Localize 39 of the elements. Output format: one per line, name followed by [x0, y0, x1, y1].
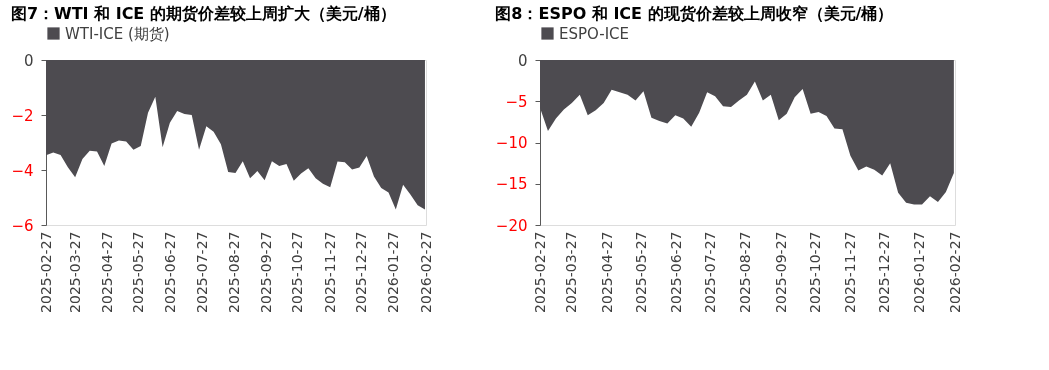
x-tick-label: 2025-08-27 — [225, 231, 242, 313]
x-tick-label: 2025-03-27 — [563, 231, 580, 313]
x-tick-label: 2025-04-27 — [98, 231, 115, 313]
x-tick-label: 2025-11-27 — [321, 231, 338, 313]
x-tick-label: 2025-09-27 — [258, 231, 275, 313]
y-tick-label: −15 — [495, 175, 528, 194]
x-tick-label: 2025-06-27 — [162, 231, 179, 313]
legend-label: WTI-ICE (期货) — [65, 24, 170, 43]
x-tick-label: 2025-03-27 — [66, 231, 83, 313]
x-tick-label: 2025-05-27 — [130, 231, 147, 313]
x-tick-label: 2025-12-27 — [876, 231, 893, 313]
x-tick-label: 2025-11-27 — [841, 231, 858, 313]
x-tick-label: 2025-08-27 — [737, 231, 754, 313]
x-tick-label: 2025-12-27 — [352, 231, 369, 313]
x-tick-label: 2026-02-27 — [946, 231, 963, 313]
y-tick-label: −20 — [495, 216, 528, 235]
x-tick-label: 2025-07-27 — [702, 231, 719, 313]
x-tick-label: 2025-07-27 — [193, 231, 210, 313]
y-tick-label: −10 — [495, 134, 528, 152]
x-tick-label: 2026-01-27 — [385, 231, 402, 313]
x-tick-label: 2025-04-27 — [598, 231, 615, 313]
x-tick-label: 2025-09-27 — [772, 231, 789, 313]
chart-title: 图8：ESPO 和 ICE 的现货价差较上周收窄（美元/桶） — [495, 4, 894, 23]
y-tick-label: −2 — [11, 106, 34, 125]
x-tick-label: 2026-02-27 — [417, 231, 434, 313]
legend-label: ESPO-ICE — [559, 24, 630, 43]
x-tick-label: 2026-01-27 — [911, 231, 928, 313]
y-tick-label: −5 — [505, 92, 528, 111]
x-tick-label: 2025-02-27 — [531, 231, 548, 313]
x-tick-label: 2025-02-27 — [37, 231, 54, 313]
x-tick-label: 2025-05-27 — [632, 231, 649, 313]
y-tick-label: 0 — [23, 51, 34, 70]
x-tick-label: 2025-10-27 — [806, 231, 823, 313]
chart-title: 图7：WTI 和 ICE 的期货价差较上周扩大（美元/桶） — [10, 4, 396, 23]
y-tick-label: 0 — [517, 51, 528, 70]
x-tick-label: 2025-10-27 — [289, 231, 306, 313]
y-tick-label: −4 — [11, 161, 34, 180]
x-tick-label: 2025-06-27 — [667, 231, 684, 313]
y-tick-label: −6 — [11, 216, 34, 235]
